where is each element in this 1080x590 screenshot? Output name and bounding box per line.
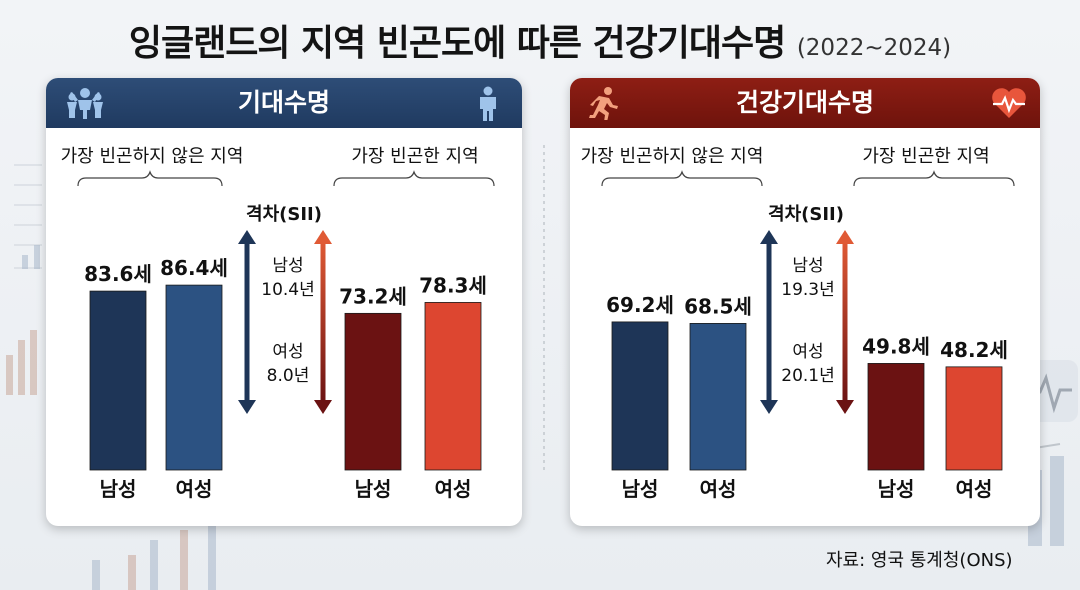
gap-arrowhead-up-male <box>238 230 256 244</box>
gap-arrowhead-down-female <box>314 400 332 414</box>
group-label-least-deprived-healthy: 가장 빈곤하지 않은 지역 <box>580 146 764 167</box>
value-label-3: 73.2세 <box>339 284 407 308</box>
heart-pulse-icon <box>990 86 1028 137</box>
gap-male-value-healthy: 19.3년 <box>781 280 835 300</box>
gap-male-label-life: 남성 <box>272 256 304 276</box>
panel-header-healthy-text: 건강기대수명 <box>735 88 874 117</box>
brace-least-deprived <box>77 170 223 187</box>
gap-female-value-healthy: 20.1년 <box>781 366 835 386</box>
value-label-4: 78.3세 <box>419 273 487 297</box>
gap-title-life: 격차(SII) <box>246 204 322 225</box>
page-title: 잉글랜드의 지역 빈곤도에 따른 건강기대수명 (2022~2024) <box>0 14 1080 66</box>
gap-arrowhead-up-male <box>760 230 778 244</box>
gap-female-label-life: 여성 <box>272 342 304 362</box>
panel-header-life-text: 기대수명 <box>237 88 330 117</box>
bar-2 <box>165 284 223 471</box>
gap-arrow-shaft-female <box>320 240 326 404</box>
brace-most-deprived-healthy <box>853 170 1015 187</box>
gap-arrow-shaft-female <box>842 240 848 404</box>
brace-least-deprived-healthy <box>601 170 763 187</box>
gap-female-healthy: 여성 20.1년 <box>776 340 840 388</box>
value-label-2: 86.4세 <box>160 256 228 280</box>
category-label-4: 여성 <box>435 477 472 501</box>
gap-male-value-life: 10.4년 <box>261 280 315 300</box>
title-period: (2022~2024) <box>796 35 952 61</box>
bar-4 <box>945 366 1003 471</box>
panel-header-life: 기대수명 <box>46 78 522 128</box>
people-icon <box>66 86 104 137</box>
bar-1 <box>89 290 147 471</box>
value-label-1: 83.6세 <box>84 262 152 286</box>
bar-2 <box>689 323 747 471</box>
category-label-4: 여성 <box>956 477 993 501</box>
runner-icon <box>586 86 620 137</box>
brace-most-deprived <box>333 170 495 187</box>
gap-title-healthy: 격차(SII) <box>768 204 844 225</box>
gap-female-life: 여성 8.0년 <box>256 340 320 388</box>
panel-header-healthy: 건강기대수명 <box>570 78 1040 128</box>
gap-female-label-healthy: 여성 <box>792 342 824 362</box>
source-note: 자료: 영국 통계청(ONS) <box>826 550 1013 571</box>
gap-male-healthy: 남성 19.3년 <box>776 254 840 302</box>
gap-male-life: 남성 10.4년 <box>256 254 320 302</box>
gap-arrowhead-down-female <box>836 400 854 414</box>
value-label-1: 69.2세 <box>606 293 674 317</box>
category-label-1: 남성 <box>100 477 137 501</box>
category-label-3: 남성 <box>355 477 392 501</box>
bar-4 <box>424 302 482 471</box>
value-label-3: 49.8세 <box>862 334 930 358</box>
value-label-2: 68.5세 <box>684 294 752 318</box>
category-label-2: 여성 <box>176 477 213 501</box>
bar-3 <box>344 312 402 471</box>
category-label-2: 여성 <box>700 477 737 501</box>
gap-arrowhead-down-male <box>238 400 256 414</box>
category-label-3: 남성 <box>878 477 915 501</box>
gap-arrowhead-up-female <box>314 230 332 244</box>
gap-arrowhead-down-male <box>760 400 778 414</box>
bar-3 <box>867 363 925 471</box>
panel-healthy-life-expectancy: 건강기대수명 가장 빈곤하지 않은 지역 가장 빈곤한 지역 69.2세 남성 68… <box>570 78 1040 526</box>
panel-life-expectancy: 기대수명 <box>46 78 522 526</box>
category-label-1: 남성 <box>622 477 659 501</box>
bar-1 <box>611 321 669 471</box>
group-label-most-deprived: 가장 빈곤한 지역 <box>351 146 479 167</box>
group-label-least-deprived: 가장 빈곤하지 않은 지역 <box>60 146 244 167</box>
gap-female-value-life: 8.0년 <box>266 366 310 386</box>
person-icon <box>476 86 500 139</box>
gap-male-label-healthy: 남성 <box>792 256 824 276</box>
title-text: 잉글랜드의 지역 빈곤도에 따른 건강기대수명 <box>128 23 786 64</box>
group-label-most-deprived-healthy: 가장 빈곤한 지역 <box>862 146 990 167</box>
gap-arrowhead-up-female <box>836 230 854 244</box>
value-label-4: 48.2세 <box>940 338 1008 362</box>
